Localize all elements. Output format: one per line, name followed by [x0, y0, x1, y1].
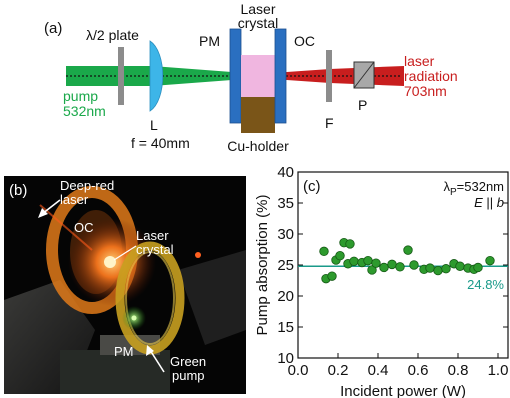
y-ticks: 10 15 20 25 30 35 40 — [277, 164, 508, 367]
crystal-hot-spot — [104, 256, 116, 268]
crystal-photo-label-line1: Laser — [136, 228, 169, 243]
output-label-line1: laser — [404, 53, 435, 69]
condition-lambda: λ — [443, 179, 450, 194]
condition-subscript: P — [450, 187, 457, 198]
x-axis-label: Incident power (W) — [340, 383, 466, 398]
x-tick-label: 0.4 — [368, 362, 389, 379]
data-points — [319, 237, 495, 284]
photo-panel — [4, 176, 246, 394]
x-tick-label: 0.6 — [408, 362, 429, 379]
green-arrowhead — [146, 345, 154, 356]
table-block — [60, 350, 170, 394]
data-point — [485, 255, 495, 266]
output-label-line3: 703nm — [404, 83, 447, 99]
data-point — [403, 245, 413, 255]
data-point — [327, 271, 337, 281]
lens — [149, 40, 164, 112]
x-tick-label: 0.2 — [328, 362, 349, 379]
filter-label: F — [325, 115, 334, 131]
y-tick-label: 15 — [277, 319, 294, 336]
data-point — [349, 256, 359, 266]
setup-labels: (a) λ/2 plate PM Laser crystal OC pump 5… — [44, 1, 458, 154]
pump-mirror — [229, 28, 242, 124]
y-tick-label: 25 — [277, 257, 294, 274]
filter — [326, 50, 332, 102]
crystal-label-line1: Laser — [240, 1, 275, 17]
pump-beam-focusing — [152, 66, 258, 86]
setup-diagram — [66, 28, 404, 133]
waveplate-label: λ/2 plate — [86, 27, 139, 43]
green-arrow — [149, 349, 165, 373]
pump-spot — [131, 315, 137, 321]
polarizer-interface — [353, 61, 375, 89]
crystal-photo-label-line2: crystal — [136, 242, 174, 257]
data-point — [409, 260, 419, 270]
green-label-line1: Green — [170, 354, 206, 369]
deep-red-arrowhead — [38, 208, 48, 218]
y-tick-label: 35 — [277, 195, 294, 212]
photo-labels: (b) Deep-red laser OC Laser crystal PM G… — [9, 178, 206, 383]
data-point — [433, 265, 443, 276]
output-label-line2: radiation — [404, 68, 458, 84]
panel-label-c: (c) — [303, 178, 321, 195]
data-point — [473, 262, 483, 273]
y-tick-label: 20 — [277, 288, 294, 305]
pm-mirror-highlight — [125, 251, 175, 345]
data-point — [367, 265, 377, 275]
data-point — [441, 264, 451, 274]
data-point — [455, 261, 465, 271]
waveplate — [118, 47, 124, 105]
condition-value: =532nm — [457, 179, 504, 194]
pm-photo-label: PM — [114, 344, 134, 359]
y-tick-label: 10 — [277, 350, 294, 367]
panel-label-b: (b) — [9, 182, 27, 199]
deep-red-label-line2: laser — [60, 192, 89, 207]
output-coupler — [274, 28, 287, 124]
crystal-label-line2: crystal — [238, 15, 278, 31]
copper-holder — [241, 97, 275, 133]
condition-b: b — [497, 195, 504, 210]
data-point — [335, 250, 345, 261]
oc-photo-label: OC — [74, 220, 94, 235]
condition-E: E — [474, 195, 483, 210]
green-label-line2: pump — [172, 368, 205, 383]
condition-polarization: E || b — [474, 195, 504, 210]
pump-label-line1: pump — [63, 88, 98, 104]
data-point — [319, 246, 329, 257]
polarizer-label: P — [358, 97, 367, 113]
mean-label: 24.8% — [467, 277, 504, 292]
focal-length-label: f = 40mm — [131, 135, 190, 151]
data-point — [379, 262, 389, 273]
data-point — [387, 259, 397, 270]
x-ticks: 0.0 0.2 0.4 0.6 0.8 1.0 — [288, 353, 509, 379]
condition-parallel: || — [483, 195, 497, 210]
deep-red-beam — [39, 204, 93, 251]
x-tick-label: 0.8 — [448, 362, 469, 379]
holder-label: Cu-holder — [227, 138, 289, 154]
data-point — [425, 263, 435, 273]
data-point — [345, 239, 355, 249]
x-tick-label: 1.0 — [488, 362, 509, 379]
data-point — [371, 258, 381, 268]
lens-label: L — [150, 117, 158, 133]
y-tick-label: 40 — [277, 164, 294, 181]
data-point — [395, 262, 405, 272]
laser-crystal — [241, 55, 275, 97]
panel-label-a: (a) — [44, 20, 62, 37]
x-tick-label: 0.0 — [288, 362, 309, 379]
condition-wavelength: λP=532nm — [443, 179, 504, 198]
laser-dot-right — [195, 252, 201, 258]
y-axis-label: Pump absorption (%) — [254, 195, 271, 336]
pump-beam-collimated — [66, 66, 152, 86]
deep-red-label-line1: Deep-red — [60, 178, 114, 193]
y-tick-label: 30 — [277, 226, 294, 243]
pm-label: PM — [199, 33, 220, 49]
pump-label-line2: 532nm — [63, 103, 106, 119]
data-point — [363, 255, 373, 266]
mount-right — [178, 250, 246, 345]
crystal-pointer — [113, 245, 137, 261]
oc-label: OC — [294, 33, 315, 49]
